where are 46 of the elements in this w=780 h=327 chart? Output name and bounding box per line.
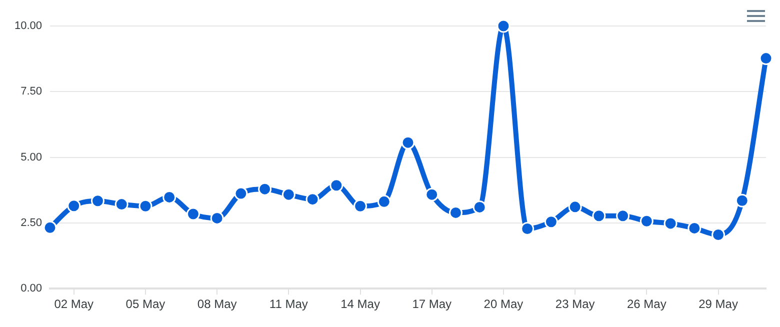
y-tick-label: 7.50: [20, 86, 42, 98]
point: [759, 52, 773, 66]
x-tick-label: 17 May: [412, 297, 452, 312]
point: [544, 215, 558, 229]
point: [234, 186, 248, 200]
x-tick-label: 05 May: [126, 297, 166, 312]
point: [186, 207, 200, 221]
point: [688, 221, 702, 235]
point: [162, 190, 176, 204]
point: [67, 199, 81, 213]
x-tick-label: 29 May: [698, 297, 738, 312]
x-tick-label: 20 May: [484, 297, 524, 312]
point: [354, 199, 368, 213]
point: [258, 182, 272, 196]
point: [640, 214, 654, 228]
x-tick-label: 14 May: [340, 297, 380, 312]
point: [496, 19, 510, 33]
point: [210, 211, 224, 225]
point: [401, 136, 415, 150]
point: [664, 216, 678, 230]
point: [330, 178, 344, 192]
point: [425, 188, 439, 202]
x-tick-label: 26 May: [626, 297, 666, 312]
point: [138, 199, 152, 213]
y-tick-label: 10.00: [14, 20, 42, 32]
x-tick-label: 02 May: [54, 297, 94, 312]
point: [306, 192, 320, 206]
point: [616, 209, 630, 223]
point: [712, 228, 726, 242]
point: [282, 188, 296, 202]
point: [377, 194, 391, 208]
point: [568, 200, 582, 214]
point: [90, 194, 104, 208]
x-tick-label: 11 May: [269, 297, 308, 312]
y-tick-label: 0.00: [20, 282, 42, 295]
x-tick-label: 23 May: [555, 297, 595, 312]
point: [592, 209, 606, 223]
point: [448, 206, 462, 220]
y-tick-label: 2.50: [20, 216, 42, 229]
x-tick-label: 08 May: [197, 297, 237, 312]
point: [472, 200, 486, 214]
point: [43, 220, 57, 234]
point: [520, 222, 534, 236]
point: [114, 198, 128, 212]
y-tick-label: 5.00: [20, 151, 42, 164]
point: [735, 194, 749, 208]
